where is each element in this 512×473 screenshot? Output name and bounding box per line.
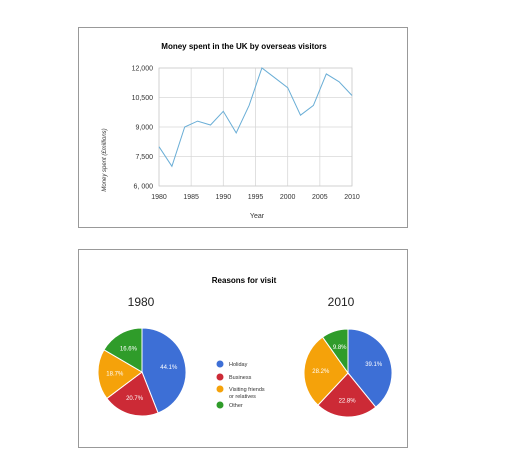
pie-slice-label: 18.7% — [106, 372, 124, 378]
legend-label: Business — [229, 375, 252, 381]
x-tick-label: 2000 — [280, 194, 296, 201]
pie-slice — [347, 328, 393, 408]
line-chart-series — [158, 67, 353, 168]
line-chart-y-axis-label: Money spent (£millions) — [102, 128, 108, 191]
line-chart-y-ticks: 12,000 10,500 9,000 7,500 6, 000 — [132, 66, 154, 191]
x-tick-label: 1985 — [183, 194, 199, 201]
legend-swatch — [216, 360, 224, 368]
pie-slice-label: 22.8% — [339, 398, 357, 404]
pie-slice — [303, 336, 349, 406]
pie-slice — [321, 328, 349, 375]
y-tick-label: 10,500 — [132, 95, 154, 102]
pie-slice — [103, 327, 143, 373]
y-tick-label: 12,000 — [132, 66, 154, 73]
pie-2010: 39.1% 22.8% 28.2% 9.8% — [303, 328, 393, 418]
pie-slice-label: 44.1% — [160, 365, 178, 371]
legend-swatch — [216, 401, 224, 409]
legend-label: Holiday — [229, 362, 248, 368]
pie-slice-label: 9.8% — [333, 345, 347, 351]
pie-slice — [141, 327, 187, 414]
series-line — [158, 67, 353, 168]
line-chart-x-ticks: 1980 1985 1990 1995 2000 2005 2010 — [151, 194, 360, 201]
legend-label: Visiting friends — [229, 387, 265, 393]
pie-slice — [317, 372, 377, 418]
x-tick-label: 1980 — [151, 194, 167, 201]
pie-1980-year-label: 1980 — [128, 295, 155, 309]
pie-slice-label: 20.7% — [126, 396, 144, 402]
x-tick-label: 2005 — [312, 194, 328, 201]
legend-label-line2: or relatives — [229, 394, 256, 400]
y-tick-label: 7,500 — [135, 154, 153, 161]
line-chart-title: Money spent in the UK by overseas visito… — [161, 42, 327, 51]
pie-2010-year-label: 2010 — [328, 295, 355, 309]
pie-1980: 44.1% 20.7% 18.7% 16.6% — [97, 327, 187, 417]
plot-border — [158, 67, 353, 187]
x-tick-label: 1995 — [248, 194, 264, 201]
pie-slice — [97, 349, 143, 400]
legend-swatch — [216, 385, 224, 393]
legend-swatch — [216, 373, 224, 381]
pie-slice-label: 16.6% — [120, 346, 138, 352]
pie-chart-panel: Reasons for visit 1980 2010 44.1% 20.7% 18… — [78, 249, 408, 448]
pie-slice — [106, 371, 159, 417]
y-tick-label: 6, 000 — [134, 184, 154, 191]
line-chart-panel: Money spent in the UK by overseas visito… — [78, 27, 408, 228]
x-tick-label: 2010 — [344, 194, 360, 201]
pie-charts: Reasons for visit 1980 2010 44.1% 20.7% 18… — [97, 276, 393, 418]
line-chart-x-axis-label: Year — [250, 213, 265, 220]
legend-label: Other — [229, 403, 243, 409]
line-chart: Money spent in the UK by overseas visito… — [102, 42, 360, 220]
pie-slice-label: 39.1% — [365, 362, 383, 368]
pie-slice-label: 28.2% — [312, 369, 330, 375]
line-chart-grid — [158, 67, 353, 187]
x-tick-label: 1990 — [216, 194, 232, 201]
pie-chart-title: Reasons for visit — [212, 276, 277, 285]
y-tick-label: 9,000 — [135, 125, 153, 132]
